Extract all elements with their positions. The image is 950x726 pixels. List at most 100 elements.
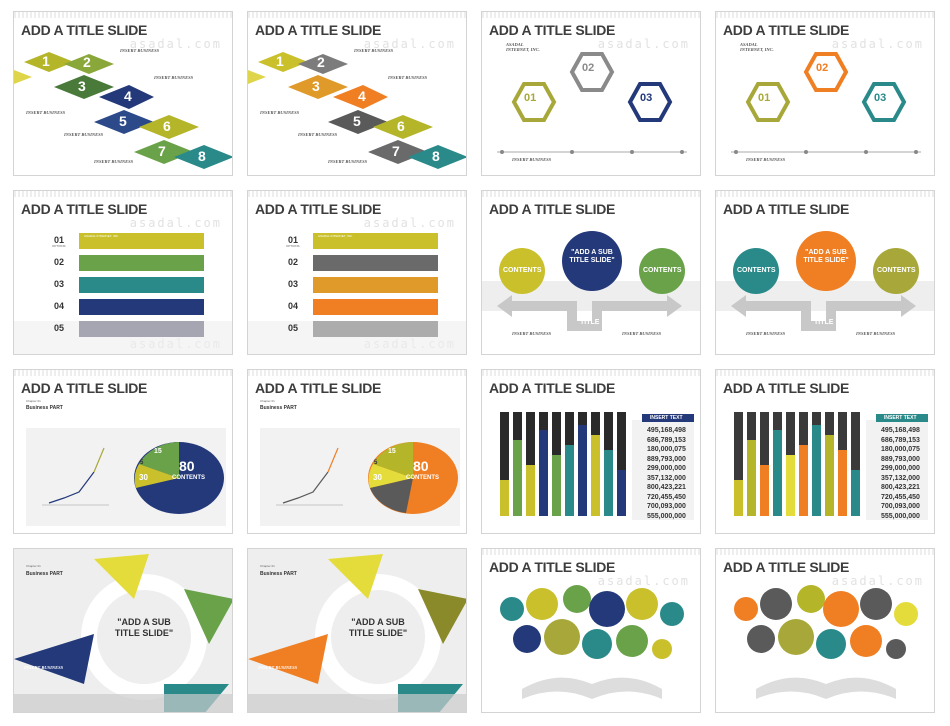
pie-value-30: 30 <box>373 473 382 482</box>
step-number-6: 6 <box>163 118 171 134</box>
header-band <box>716 370 934 376</box>
pie-value-80: 80 <box>413 458 429 474</box>
step-number-4: 4 <box>358 88 366 104</box>
option-bars <box>14 233 232 354</box>
slide-title: ADD A TITLE SLIDE <box>255 201 382 217</box>
slide-thumb-11[interactable]: ADD A TITLE SLIDE INSERT TEXT 495,168,49… <box>481 369 701 534</box>
slide-title: ADD A TITLE SLIDE <box>489 22 616 38</box>
slide-title: ADD A TITLE SLIDE <box>255 22 382 38</box>
bar-number: 720,455,450 <box>647 493 686 501</box>
slide-thumb-3[interactable]: ADD A TITLE SLIDE asadal.com 01 02 03 AS… <box>481 11 701 176</box>
slide-title: ADD A TITLE SLIDE <box>489 559 616 575</box>
pie-value-5: 5 <box>374 460 378 466</box>
pie-value-30: 30 <box>139 473 148 482</box>
slide-thumb-13[interactable]: Chapter 01 Business PART "ADD A SUB TITL… <box>13 548 233 713</box>
slide-thumb-2[interactable]: ADD A TITLE SLIDE asadal.com 1 2 3 4 5 6… <box>247 11 467 176</box>
slide-thumb-6[interactable]: ADD A TITLE SLIDE asadal.com asadal.com … <box>247 190 467 355</box>
insert-business-label: INSERT BUSINESS <box>512 331 552 336</box>
diamond-steps-diagram <box>248 52 466 169</box>
header-band <box>248 191 466 197</box>
slide-thumb-9[interactable]: ADD A TITLE SLIDE Chapter 01 Business PA… <box>13 369 233 534</box>
insert-business-label: INSERT BUSINESS <box>622 331 662 336</box>
line-pie-chart <box>26 428 226 526</box>
header-band <box>716 549 934 555</box>
insert-business-label: INSERT BUSINESS <box>258 665 298 670</box>
step-number-4: 4 <box>124 88 132 104</box>
slide-thumb-4[interactable]: ADD A TITLE SLIDE asadal.com 01 02 03 AS… <box>715 11 935 176</box>
bar-number: 495,168,498 <box>647 427 686 434</box>
watermark: asadal.com <box>831 37 924 51</box>
business-part-label: Business PART <box>260 571 297 577</box>
slide-title: ADD A TITLE SLIDE <box>21 22 148 38</box>
slide-thumb-5[interactable]: ADD A TITLE SLIDE asadal.com asadal.com … <box>13 190 233 355</box>
insert-business-label: INSERT BUSINESS <box>512 157 552 162</box>
subtitle-center: "ADD A SUB TITLE SLIDE" <box>114 617 174 638</box>
pie-contents: CONTENTS <box>406 475 439 481</box>
header-band <box>248 370 466 376</box>
bar-number: 495,168,498 <box>881 427 920 434</box>
step-number-1: 1 <box>276 53 284 69</box>
bar-number: 889,793,000 <box>647 455 686 463</box>
slide-thumb-16[interactable]: ADD A TITLE SLIDE asadal.com <box>715 548 935 713</box>
insert-business-label: INSERT BUSINESS <box>94 159 134 164</box>
insert-business-label: INSERT BUSINESS <box>354 48 394 53</box>
step-number-2: 2 <box>83 54 91 70</box>
watermark: asadal.com <box>363 37 456 51</box>
slide-thumb-8[interactable]: ADD A TITLE SLIDE CONTENTS "ADD A SUB TI… <box>715 190 935 355</box>
bar-number: 800,423,221 <box>647 484 686 491</box>
pie-value-15: 15 <box>154 448 162 455</box>
bar-number: 299,000,000 <box>881 465 920 472</box>
slide-thumb-14[interactable]: Chapter 01 Business PART "ADD A SUB TITL… <box>247 548 467 713</box>
slide-thumb-12[interactable]: ADD A TITLE SLIDE INSERT TEXT 495,168,49… <box>715 369 935 534</box>
header-band <box>14 12 232 18</box>
insert-text-label: INSERT TEXT <box>650 415 683 421</box>
option-number-02: 02 <box>54 257 65 267</box>
spheres-arrows-diagram <box>482 231 700 331</box>
bar-label: ASADAL INTERNET, INC. <box>84 234 119 238</box>
bar-numbers-list: 495,168,498 686,789,153 180,000,075 889,… <box>881 426 920 521</box>
step-number-3: 3 <box>78 78 86 94</box>
watermark: asadal.com <box>129 37 222 51</box>
bar-number: 889,793,000 <box>881 455 920 463</box>
slide-thumb-10[interactable]: ADD A TITLE SLIDE Chapter 01 Business PA… <box>247 369 467 534</box>
diamond-steps-diagram <box>14 52 232 169</box>
slide-title: ADD A TITLE SLIDE <box>723 22 850 38</box>
insert-business-label: INSERT BUSINESS <box>856 331 896 336</box>
option-number-03: 03 <box>288 279 299 289</box>
hex-number-02: 02 <box>816 62 829 74</box>
option-number-03: 03 <box>54 279 65 289</box>
insert-business-label: INSERT BUSINESS <box>746 331 786 336</box>
insert-business-label: INSERT BUSINESS <box>120 48 160 53</box>
step-number-5: 5 <box>119 113 127 129</box>
slide-thumb-1[interactable]: ADD A TITLE SLIDE asadal.com 1 2 3 4 5 6… <box>13 11 233 176</box>
pie-value-80: 80 <box>179 458 195 474</box>
option-number-05: 05 <box>54 323 65 333</box>
asadal-label: ASADAL INTERNET, INC. <box>506 42 540 52</box>
slide-thumb-15[interactable]: ADD A TITLE SLIDE asadal.com <box>481 548 701 713</box>
header-band <box>248 12 466 18</box>
chapter-label: Chapter 01 <box>26 564 41 568</box>
bar-number: 555,000,000 <box>647 512 686 520</box>
slide-thumb-7[interactable]: ADD A TITLE SLIDE CONTENTS "ADD A SUB TI… <box>481 190 701 355</box>
hex-number-03: 03 <box>874 92 887 104</box>
bar-number: 555,000,000 <box>881 512 920 520</box>
watermark: asadal.com <box>129 216 222 230</box>
subtitle-center: "ADD A SUB TITLE SLIDE" <box>803 249 849 264</box>
header-band <box>482 370 700 376</box>
watermark: asadal.com <box>363 216 456 230</box>
bar-chart <box>500 412 694 520</box>
bar-number: 700,093,000 <box>881 503 920 510</box>
slide-title: ADD A TITLE SLIDE <box>723 559 850 575</box>
header-band <box>14 370 232 376</box>
bar-number: 720,455,450 <box>881 493 920 501</box>
chapter-label: Chapter 01 <box>260 399 275 403</box>
circles-book-diagram <box>500 585 684 699</box>
insert-business-label: INSERT BUSINESS <box>24 665 64 670</box>
header-band <box>716 12 934 18</box>
header-band <box>482 12 700 18</box>
option-number-04: 04 <box>288 301 299 311</box>
header-band <box>14 191 232 197</box>
bar-number: 180,000,075 <box>881 446 920 453</box>
step-number-7: 7 <box>392 143 400 159</box>
bar-number: 800,423,221 <box>881 484 920 491</box>
